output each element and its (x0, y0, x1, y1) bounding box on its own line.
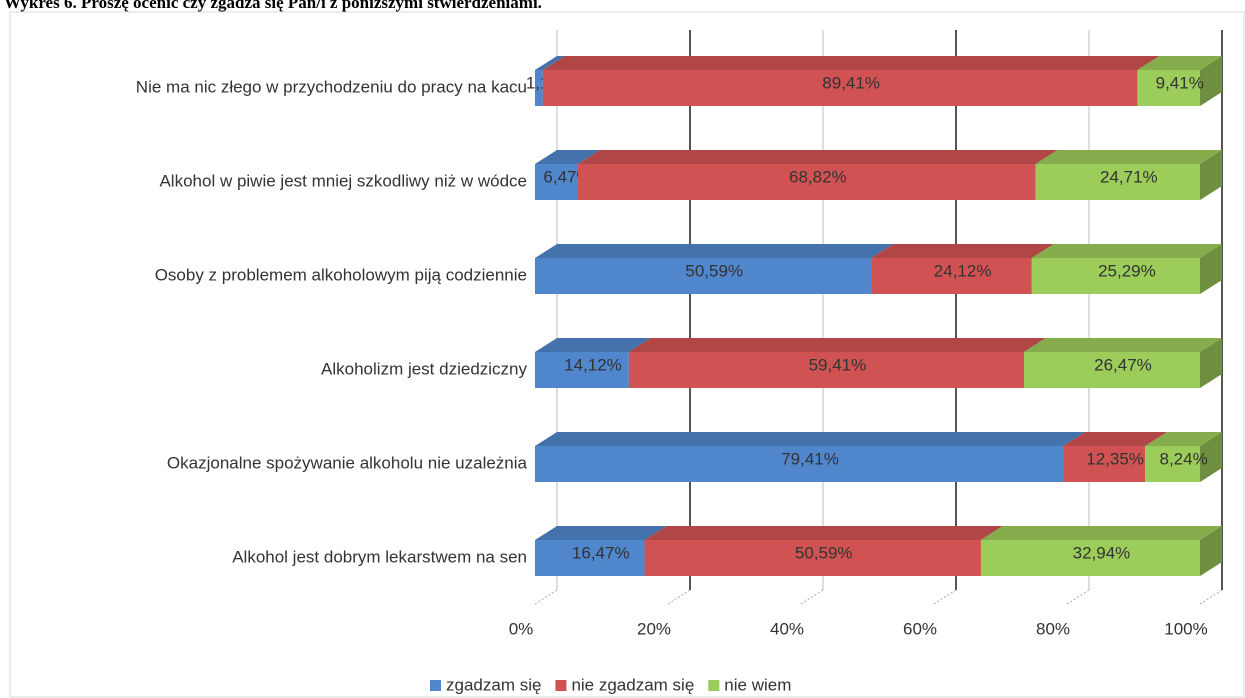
bar (980, 540, 1200, 576)
tick-mark (1199, 589, 1223, 605)
legend-swatch (430, 680, 441, 691)
bar (535, 352, 629, 388)
data-label: 14,12% (564, 355, 622, 374)
data-label: 79,41% (781, 449, 839, 468)
bar-top (578, 150, 1058, 164)
data-label: 16,47% (572, 543, 630, 562)
bar-side (1200, 56, 1222, 106)
bar-side (1200, 526, 1222, 576)
tick-mark (933, 589, 957, 605)
x-tick-label: 20% (637, 619, 671, 638)
bar (578, 164, 1036, 200)
data-label: 8,24% (1160, 449, 1208, 468)
bar (542, 70, 1138, 106)
data-label: 89,41% (822, 73, 880, 92)
legend-swatch (708, 680, 720, 691)
bar-top (535, 56, 565, 70)
bar (535, 70, 543, 106)
bar-top (535, 338, 651, 352)
legend-label: nie wiem (724, 675, 791, 694)
bar (535, 446, 1064, 482)
x-tick-label: 80% (1036, 619, 1070, 638)
tick-mark (667, 589, 691, 605)
bar (1035, 164, 1200, 200)
bar (535, 540, 645, 576)
bar-top (644, 526, 1003, 540)
tick-mark (800, 589, 824, 605)
data-label: 26,47% (1094, 355, 1152, 374)
data-label: 24,71% (1100, 167, 1158, 186)
bar-side (1200, 150, 1222, 200)
data-label: 59,41% (809, 355, 867, 374)
bar-top (535, 150, 601, 164)
bar-top (1145, 432, 1222, 446)
tick-mark (534, 589, 558, 605)
bar-top (535, 244, 894, 258)
bar (1137, 70, 1200, 106)
bar-top (1063, 432, 1168, 446)
bar-top (1023, 338, 1222, 352)
legend-swatch (555, 680, 567, 691)
bar-side (1200, 338, 1222, 388)
chart-title: Wykres 6. Proszę ocenić czy zgadza się P… (4, 0, 542, 12)
bar-top (628, 338, 1046, 352)
bar (535, 164, 579, 200)
chart-border (9, 11, 1245, 698)
tick-mark (1066, 589, 1090, 605)
data-label: 50,59% (685, 261, 743, 280)
legend-label: zgadzam się (446, 675, 541, 694)
y-tick-label: Alkoholizm jest dziedziczny (321, 359, 527, 378)
x-tick-label: 0% (509, 619, 534, 638)
bar-top (1031, 244, 1222, 258)
x-tick-label: 100% (1164, 619, 1207, 638)
bar (1145, 446, 1200, 482)
bar-side (1200, 244, 1222, 294)
data-label: 25,29% (1098, 261, 1156, 280)
bar-top (542, 56, 1160, 70)
legend-label: nie zgadzam się (571, 675, 694, 694)
bar-top (871, 244, 1054, 258)
bar-top (1035, 150, 1222, 164)
data-label: 9,41% (1156, 73, 1204, 92)
bar-side (1200, 432, 1222, 482)
data-label: 50,59% (795, 543, 853, 562)
y-tick-label: Osoby z problemem alkoholowym piją codzi… (155, 265, 527, 284)
x-tick-label: 60% (903, 619, 937, 638)
data-label: 12,35% (1086, 449, 1144, 468)
y-tick-label: Okazjonalne spożywanie alkoholu nie uzal… (167, 453, 528, 472)
bar (1031, 258, 1200, 294)
y-tick-label: Alkohol jest dobrym lekarstwem na sen (232, 547, 527, 566)
bar (535, 258, 872, 294)
bar (644, 540, 981, 576)
bar (1023, 352, 1200, 388)
bar (1063, 446, 1146, 482)
y-tick-label: Nie ma nic złego w przychodzeniu do prac… (136, 77, 527, 96)
bar-top (1137, 56, 1222, 70)
bar (871, 258, 1032, 294)
bar-top (980, 526, 1222, 540)
x-tick-label: 40% (770, 619, 804, 638)
bar-top (535, 432, 1086, 446)
bar (628, 352, 1024, 388)
data-label: 68,82% (789, 167, 847, 186)
data-label: 24,12% (934, 261, 992, 280)
y-tick-label: Alkohol w piwie jest mniej szkodliwy niż… (159, 171, 527, 190)
bar-top (535, 526, 667, 540)
data-label: 32,94% (1073, 543, 1131, 562)
